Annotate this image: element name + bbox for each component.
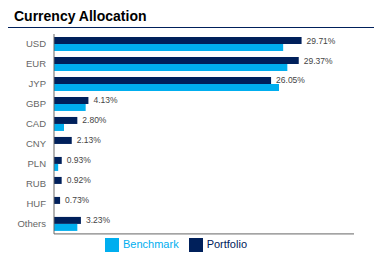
svg-text:2.80%: 2.80% (82, 115, 107, 125)
svg-text:PLN: PLN (28, 158, 47, 169)
svg-text:Others: Others (17, 218, 46, 229)
html-text:Portfolio: Portfolio (206, 237, 247, 250)
svg-text:EUR: EUR (26, 58, 46, 69)
svg-text:JYP: JYP (29, 78, 46, 89)
svg-text:HUF: HUF (26, 198, 46, 209)
svg-text:CAD: CAD (26, 118, 46, 129)
svg-text:0.73%: 0.73% (65, 195, 90, 205)
svg-text:USD: USD (26, 38, 46, 49)
svg-text:3.23%: 3.23% (86, 215, 111, 225)
svg-text:2.13%: 2.13% (77, 135, 102, 145)
html-text:Currency Allocation: Currency Allocation (14, 8, 147, 24)
svg-text:RUB: RUB (26, 178, 46, 189)
svg-text:GBP: GBP (26, 98, 46, 109)
svg-text:29.37%: 29.37% (304, 56, 333, 66)
svg-text:0.93%: 0.93% (67, 155, 92, 165)
html-text:Benchmark: Benchmark (123, 237, 179, 250)
svg-text:26.05%: 26.05% (276, 75, 305, 85)
svg-text:4.13%: 4.13% (93, 95, 118, 105)
svg-text:0.92%: 0.92% (67, 175, 92, 185)
svg-text:29.71%: 29.71% (307, 36, 336, 46)
svg-text:CNY: CNY (26, 138, 47, 149)
